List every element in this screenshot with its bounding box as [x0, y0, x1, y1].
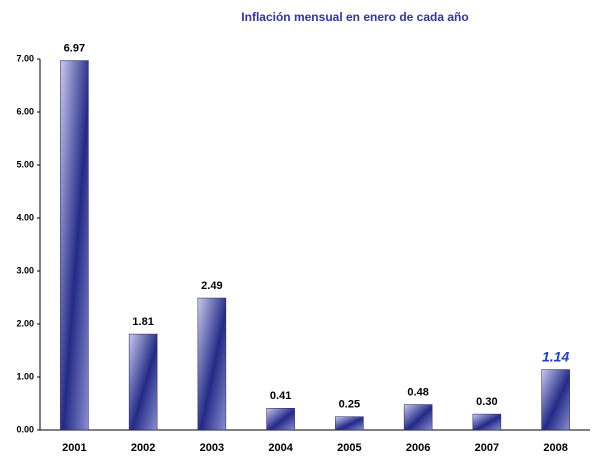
x-tick-label: 2007	[475, 442, 499, 454]
x-tick-label: 2002	[131, 442, 155, 454]
y-tick-label: 3.00	[16, 265, 34, 275]
y-tick-label: 5.00	[16, 159, 34, 169]
bar	[128, 333, 158, 431]
x-tick-label: 2004	[268, 442, 293, 454]
bar	[266, 408, 295, 431]
value-label: 1.81	[132, 316, 153, 328]
x-tick-label: 2003	[200, 442, 224, 454]
x-tick-label: 2008	[543, 442, 567, 454]
value-label: 2.49	[201, 280, 222, 292]
bar	[541, 369, 570, 431]
y-tick-label: 4.00	[16, 212, 34, 222]
chart-title: Inflación mensual en enero de cada año	[241, 10, 468, 24]
x-tick-label: 2001	[62, 442, 86, 454]
bar	[60, 60, 89, 431]
value-label: 6.97	[64, 42, 85, 54]
y-tick-label: 1.00	[16, 371, 34, 381]
x-tick-label: 2006	[406, 442, 430, 454]
y-tick-label: 7.00	[16, 53, 34, 63]
value-label: 0.30	[476, 396, 497, 408]
bar	[335, 416, 364, 431]
bar	[197, 297, 227, 431]
y-tick-label: 2.00	[16, 318, 34, 328]
value-label: 0.41	[270, 390, 291, 402]
bar	[403, 404, 433, 431]
value-label: 0.25	[339, 399, 360, 411]
x-tick-label: 2005	[337, 442, 361, 454]
y-tick-label: 6.00	[16, 106, 34, 116]
y-tick-label: 0.00	[16, 424, 34, 434]
bar	[472, 413, 502, 431]
value-label: 1.14	[542, 348, 569, 364]
value-label: 0.48	[407, 386, 428, 398]
